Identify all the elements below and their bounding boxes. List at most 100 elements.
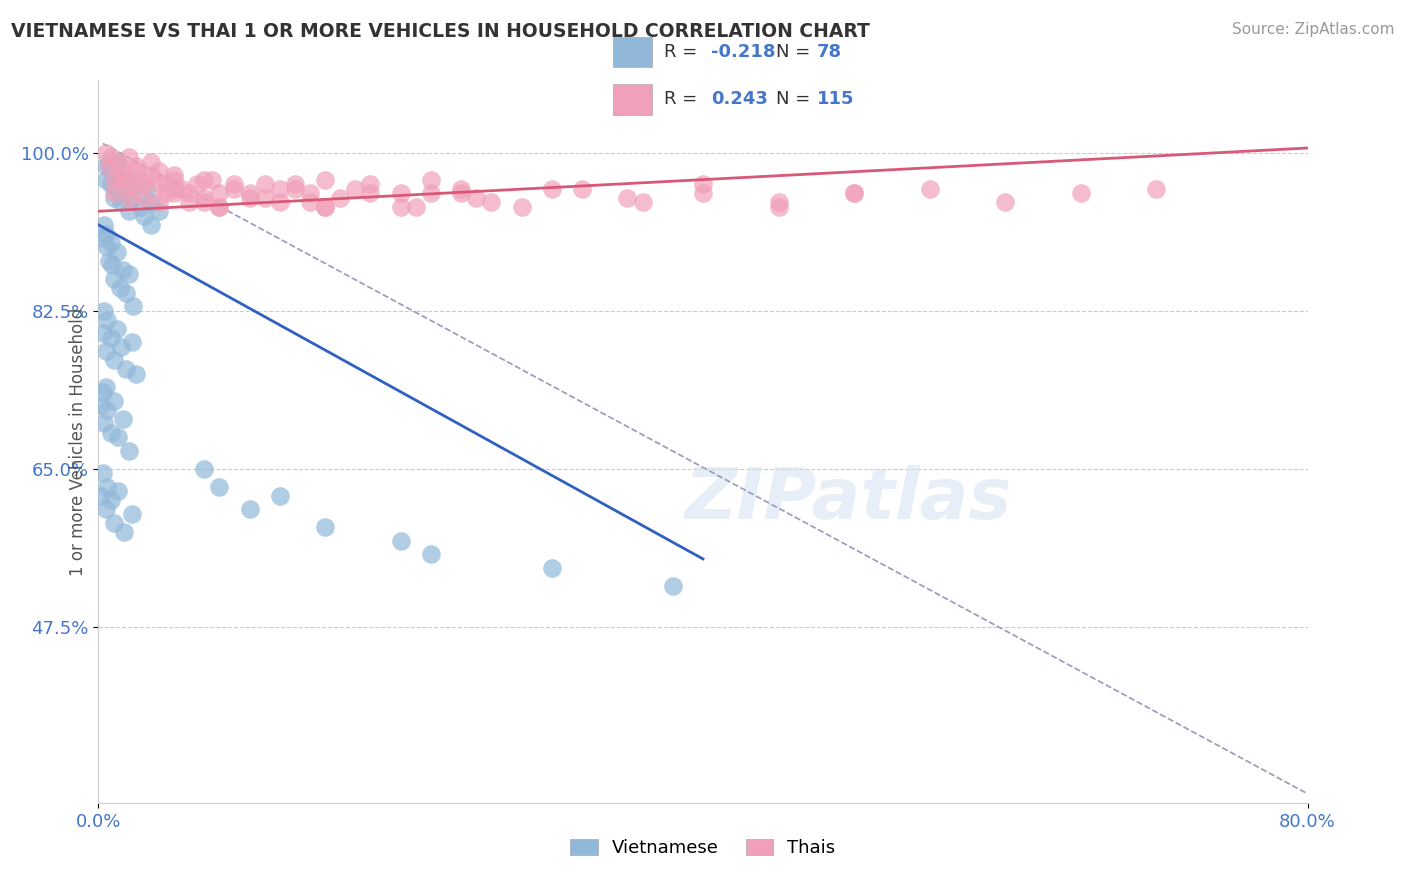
Point bbox=[314, 200, 336, 214]
Point bbox=[465, 191, 488, 205]
Point bbox=[299, 195, 322, 210]
Point bbox=[98, 253, 121, 268]
Point bbox=[100, 331, 122, 345]
Point bbox=[1070, 186, 1092, 201]
Point bbox=[179, 195, 201, 210]
Point bbox=[107, 430, 129, 444]
Point bbox=[105, 321, 128, 335]
Point bbox=[125, 159, 148, 173]
Point bbox=[118, 150, 141, 164]
Point bbox=[481, 195, 503, 210]
Point bbox=[540, 181, 562, 195]
Point bbox=[112, 181, 135, 195]
Text: N =: N = bbox=[776, 90, 815, 108]
Point bbox=[118, 181, 141, 195]
Point bbox=[253, 177, 276, 191]
Text: VIETNAMESE VS THAI 1 OR MORE VEHICLES IN HOUSEHOLD CORRELATION CHART: VIETNAMESE VS THAI 1 OR MORE VEHICLES IN… bbox=[11, 22, 870, 41]
Point bbox=[105, 154, 128, 169]
Point bbox=[284, 177, 307, 191]
Point bbox=[103, 168, 125, 182]
Point bbox=[91, 326, 114, 341]
Point bbox=[91, 231, 114, 245]
Point bbox=[90, 489, 112, 503]
Point bbox=[121, 507, 143, 521]
Point bbox=[420, 548, 443, 562]
Point bbox=[450, 186, 472, 201]
Point bbox=[108, 281, 131, 295]
Point bbox=[94, 145, 117, 160]
Point bbox=[121, 177, 143, 191]
Point bbox=[125, 163, 148, 178]
Point bbox=[103, 393, 125, 408]
Point bbox=[107, 484, 129, 499]
Point bbox=[179, 186, 201, 201]
Point bbox=[132, 172, 155, 186]
Point bbox=[114, 186, 136, 201]
Point bbox=[105, 181, 128, 195]
Point bbox=[1146, 181, 1168, 195]
Point bbox=[132, 177, 155, 191]
Point bbox=[104, 159, 127, 173]
Point bbox=[100, 235, 122, 250]
Point bbox=[122, 299, 145, 313]
Text: ZIPatlas: ZIPatlas bbox=[685, 465, 1012, 533]
Point bbox=[121, 335, 143, 350]
Point bbox=[155, 186, 177, 201]
Point bbox=[91, 384, 114, 399]
Point bbox=[90, 398, 112, 412]
Text: N =: N = bbox=[776, 43, 815, 61]
Point bbox=[389, 186, 412, 201]
Text: 115: 115 bbox=[817, 90, 855, 108]
Point bbox=[186, 177, 208, 191]
Point bbox=[269, 181, 291, 195]
Point bbox=[100, 177, 122, 191]
Point bbox=[193, 191, 215, 205]
Text: 0.243: 0.243 bbox=[711, 90, 768, 108]
Point bbox=[299, 186, 322, 201]
Point bbox=[768, 200, 790, 214]
Point bbox=[110, 172, 132, 186]
Point bbox=[148, 163, 170, 178]
Point bbox=[239, 191, 262, 205]
Point bbox=[224, 177, 246, 191]
Point bbox=[96, 403, 118, 417]
Point bbox=[269, 489, 291, 503]
Point bbox=[125, 177, 148, 191]
Point bbox=[360, 177, 382, 191]
Point bbox=[94, 227, 117, 241]
Point bbox=[661, 579, 683, 593]
Point bbox=[571, 181, 593, 195]
Point bbox=[193, 195, 215, 210]
Point bbox=[389, 533, 412, 548]
Point bbox=[100, 163, 122, 178]
Point bbox=[93, 218, 115, 232]
Point bbox=[107, 154, 129, 169]
Point bbox=[114, 285, 136, 300]
Point bbox=[141, 168, 163, 182]
Point bbox=[135, 181, 157, 195]
Point bbox=[540, 561, 562, 575]
Point bbox=[616, 191, 638, 205]
Point bbox=[93, 417, 115, 431]
Text: Source: ZipAtlas.com: Source: ZipAtlas.com bbox=[1232, 22, 1395, 37]
Point bbox=[344, 181, 367, 195]
Point bbox=[405, 200, 427, 214]
Point bbox=[170, 181, 193, 195]
Point bbox=[103, 186, 125, 201]
Point bbox=[208, 200, 231, 214]
Point bbox=[631, 195, 654, 210]
Point bbox=[420, 186, 443, 201]
Point bbox=[103, 272, 125, 286]
Point bbox=[163, 168, 186, 182]
Point bbox=[141, 154, 163, 169]
Point bbox=[98, 154, 121, 169]
Point bbox=[155, 177, 177, 191]
Point bbox=[114, 168, 136, 182]
Point bbox=[420, 172, 443, 186]
Point bbox=[148, 177, 170, 191]
Point bbox=[224, 181, 246, 195]
Point bbox=[994, 195, 1017, 210]
Point bbox=[314, 520, 336, 534]
Point bbox=[239, 186, 262, 201]
Point bbox=[201, 172, 224, 186]
